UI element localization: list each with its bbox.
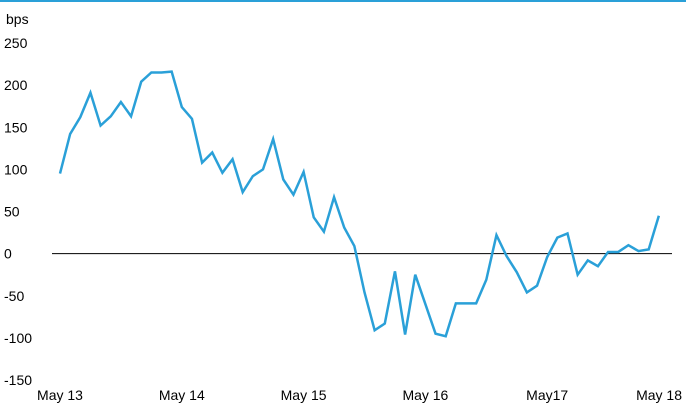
- y-tick-label: -50: [4, 288, 24, 304]
- y-tick-label: -150: [4, 372, 32, 388]
- x-tick-label: May 18: [636, 387, 682, 403]
- y-tick-label: 0: [4, 246, 12, 262]
- y-tick-label: -100: [4, 330, 32, 346]
- y-tick-label: 200: [4, 77, 28, 93]
- y-tick-labels: 250 200 150 100 50 0 -50 -100 -150: [4, 35, 32, 388]
- y-axis-unit-label: bps: [6, 11, 29, 27]
- y-tick-label: 250: [4, 35, 28, 51]
- y-tick-label: 100: [4, 161, 28, 177]
- x-tick-label: May 13: [37, 387, 83, 403]
- y-tick-label: 150: [4, 119, 28, 135]
- y-tick-label: 50: [4, 204, 20, 220]
- series-line: [58, 70, 661, 338]
- x-tick-label: May17: [526, 387, 568, 403]
- x-tick-label: May 16: [402, 387, 448, 403]
- x-tick-label: May 14: [159, 387, 205, 403]
- x-tick-label: May 15: [281, 387, 327, 403]
- x-tick-labels: May 13 May 14 May 15 May 16 May17 May 18: [37, 387, 682, 403]
